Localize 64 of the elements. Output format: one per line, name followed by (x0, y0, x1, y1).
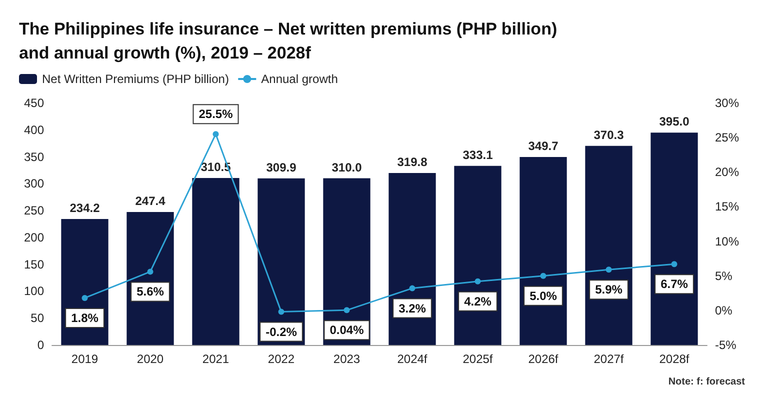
x-tick-label: 2028f (659, 352, 690, 366)
point (474, 278, 481, 284)
data-label: 333.1 (462, 148, 494, 162)
data-label: 319.8 (397, 155, 428, 170)
x-tick-label: 2024f (397, 352, 428, 366)
point (278, 308, 284, 315)
y2-tick-label: 15% (715, 200, 740, 214)
y2-tick-label: 20% (715, 165, 740, 180)
y-tick-label: 50 (30, 311, 44, 326)
y-tick-label: 350 (24, 150, 44, 164)
point (671, 261, 678, 268)
data-label: 0.04% (330, 323, 364, 338)
y2-tick-label: 25% (715, 130, 740, 145)
data-label: 5.9% (595, 282, 623, 297)
y-tick-label: 450 (24, 96, 44, 110)
data-label: 3.2% (398, 301, 426, 316)
legend-label: Annual growth (261, 72, 338, 86)
y2-tick-label: 0% (715, 303, 733, 318)
x-tick-label: 2022 (268, 352, 295, 366)
data-label: 309.9 (266, 160, 297, 174)
y-tick-label: 150 (24, 257, 44, 272)
y2-tick-label: 10% (715, 234, 740, 248)
data-label: 370.3 (594, 128, 624, 142)
data-label: 247.4 (135, 194, 166, 208)
data-label: 5.0% (530, 288, 558, 303)
x-tick-label: 2021 (202, 352, 230, 366)
bar (585, 146, 632, 345)
point (82, 294, 88, 301)
chart-title: The Philippines life insurance – Net written premiums (PHP billion) and annual growth (%), 2019 – 2028f (19, 20, 558, 62)
x-tick-label: 2026f (528, 352, 559, 366)
data-label: -0.2% (266, 324, 298, 339)
y2-tick-label: -5% (715, 338, 737, 352)
y-tick-label: 200 (24, 230, 44, 244)
legend-label: Net Written Premiums (PHP billion) (42, 72, 229, 86)
data-label: 5.6% (136, 284, 164, 299)
x-tick-label: 2019 (71, 352, 98, 366)
data-label: 234.2 (70, 201, 100, 216)
data-label: 1.8% (71, 310, 99, 325)
y-tick-label: 250 (24, 204, 44, 218)
point (212, 131, 219, 138)
x-tick-label: 2025f (462, 352, 494, 366)
bar (192, 178, 240, 345)
x-tick-label: 2020 (136, 352, 164, 366)
point (147, 268, 154, 275)
point (540, 272, 546, 279)
point (409, 285, 416, 292)
data-label: 4.2% (464, 294, 492, 308)
y2-tick-label: 5% (715, 268, 733, 283)
y-tick-label: 400 (24, 122, 44, 137)
y2-tick-label: 30% (715, 96, 740, 110)
point (344, 307, 350, 314)
data-label: 310.0 (332, 160, 362, 174)
y-tick-label: 300 (24, 176, 44, 191)
x-tick-label: 2027f (594, 352, 624, 366)
y-tick-label: 0 (37, 338, 44, 352)
x-tick-label: 2023 (333, 352, 360, 366)
text: Note: f: forecast (668, 376, 746, 388)
y-tick-label: 100 (24, 284, 44, 298)
data-label: 395.0 (659, 114, 690, 129)
data-label: 6.7% (660, 277, 688, 292)
point (606, 266, 612, 273)
data-label: 25.5% (198, 107, 234, 122)
data-label: 349.7 (528, 138, 559, 153)
bar (650, 132, 698, 345)
